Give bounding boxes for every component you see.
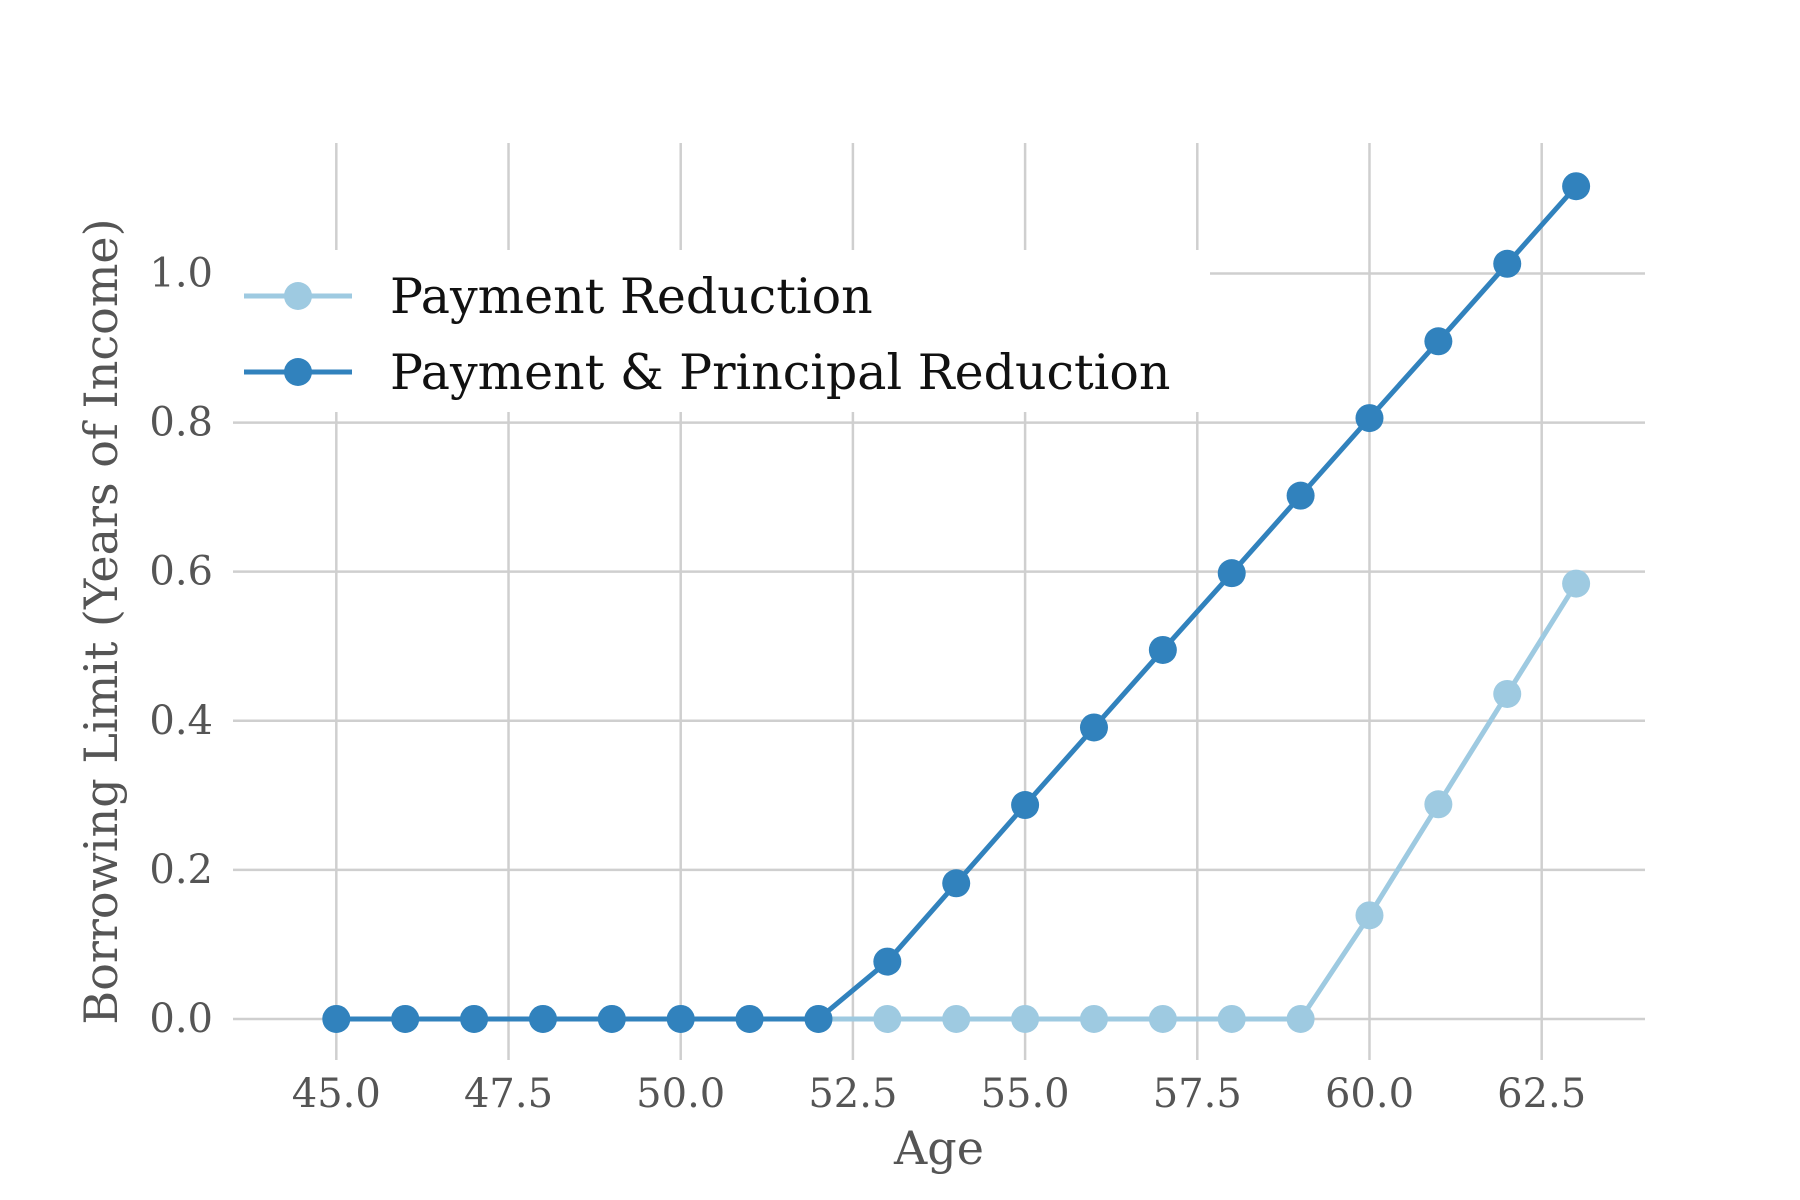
y-tick-label: 0.6 — [149, 549, 213, 595]
data-point — [1286, 481, 1315, 510]
data-point — [460, 1004, 489, 1033]
y-axis-label: Borrowing Limit (Years of Income) — [74, 218, 128, 1024]
x-tick-label: 55.0 — [981, 1071, 1070, 1117]
data-point — [735, 1004, 764, 1033]
series-1 — [322, 569, 1591, 1033]
x-tick-label: 47.5 — [464, 1071, 553, 1117]
x-axis-label: Age — [893, 1121, 984, 1175]
data-point — [942, 869, 971, 898]
data-point — [1493, 249, 1522, 278]
legend-background — [225, 250, 1210, 412]
y-tick-label: 1.0 — [149, 250, 213, 296]
data-point — [1493, 679, 1522, 708]
y-tick-label: 0.2 — [149, 847, 213, 893]
data-point — [1562, 172, 1591, 201]
data-point — [1079, 713, 1108, 742]
x-tick-label: 50.0 — [636, 1071, 725, 1117]
data-point — [1424, 327, 1453, 356]
y-tick-label: 0.8 — [149, 400, 213, 446]
data-point — [1079, 1004, 1108, 1033]
data-point — [1217, 559, 1246, 588]
data-point — [528, 1004, 557, 1033]
data-point — [1562, 569, 1591, 598]
data-point — [1355, 404, 1384, 433]
data-point — [1286, 1004, 1315, 1033]
data-point — [873, 1004, 902, 1033]
data-point — [1148, 1004, 1177, 1033]
legend-label: Payment & Principal Reduction — [390, 344, 1170, 401]
data-point — [1355, 901, 1384, 930]
legend-label: Payment Reduction — [390, 268, 873, 325]
x-tick-label: 60.0 — [1325, 1071, 1414, 1117]
data-point — [391, 1004, 420, 1033]
legend-marker — [284, 358, 312, 386]
data-point — [1011, 791, 1040, 820]
data-point — [322, 1004, 351, 1033]
series-layer — [322, 172, 1591, 1033]
data-point — [1148, 635, 1177, 664]
y-tick-labels: 0.0 0.2 0.4 0.6 0.8 1.0 — [149, 250, 213, 1042]
x-tick-label: 45.0 — [292, 1071, 381, 1117]
data-point — [942, 1004, 971, 1033]
x-tick-label: 57.5 — [1153, 1071, 1242, 1117]
data-point — [1217, 1004, 1246, 1033]
data-point — [597, 1004, 626, 1033]
data-point — [873, 947, 902, 976]
legend-marker — [284, 282, 312, 310]
data-point — [804, 1004, 833, 1033]
data-point — [1424, 790, 1453, 819]
y-tick-label: 0.4 — [149, 698, 213, 744]
legend: Payment Reduction Payment & Principal Red… — [225, 250, 1210, 412]
x-tick-labels: 45.0 47.5 50.0 52.5 55.0 57.5 60.0 62.5 — [292, 1071, 1586, 1117]
series-2 — [322, 172, 1591, 1033]
x-tick-label: 62.5 — [1497, 1071, 1586, 1117]
series-line — [333, 581, 1579, 1022]
x-tick-label: 52.5 — [808, 1071, 897, 1117]
data-point — [666, 1004, 695, 1033]
data-point — [1011, 1004, 1040, 1033]
y-tick-label: 0.0 — [149, 996, 213, 1042]
